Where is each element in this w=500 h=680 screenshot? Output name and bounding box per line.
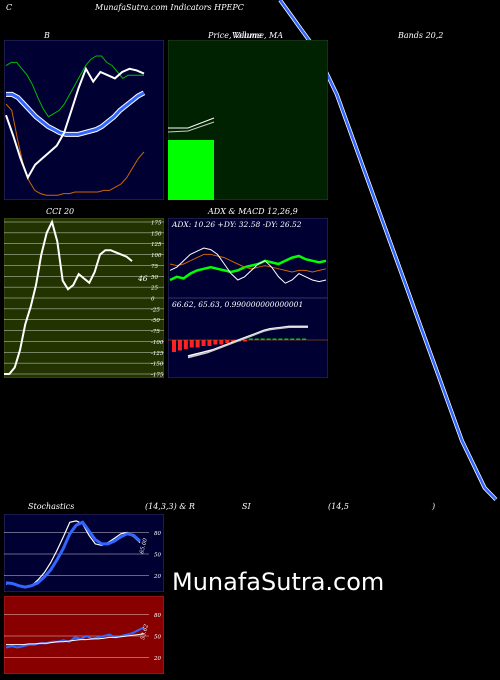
macd-histogram-bar <box>183 340 188 349</box>
adx-stats: ADX: 10.26 +DY: 32.58 -DY: 26.52 <box>171 220 302 229</box>
cci-tick-label: -150 <box>151 362 164 368</box>
rsi-rsi-line <box>5 626 145 649</box>
cci-tick-label: 0 <box>151 297 155 303</box>
price-volume-title: Price, Volume, MA <box>208 31 284 40</box>
page-title: MunafaSutra.com Indicators HPEPC <box>95 3 244 12</box>
price-volume-chart <box>168 40 328 200</box>
macd-histogram-bar <box>296 338 301 340</box>
macd-histogram-bar <box>172 340 176 352</box>
cci-title: CCI 20 <box>46 207 75 216</box>
bollinger-chart <box>4 40 164 200</box>
rsi-tick-label: 80 <box>154 613 161 619</box>
bollinger-middle-line <box>6 91 145 136</box>
rsi-params-close: ) <box>432 502 436 511</box>
cci-tick-label: 25 <box>150 286 158 292</box>
price-volume-overlap-text: Volume <box>232 31 262 40</box>
macd-histogram-bar <box>242 340 247 342</box>
stoch-tick-label: 50 <box>154 553 161 559</box>
adx-ADX-line <box>169 247 327 284</box>
macd-histogram-bar <box>266 338 271 340</box>
cci-last-value: 46 <box>137 274 148 283</box>
cci-tick-label: -75 <box>151 329 160 335</box>
rsi-params: (14,5 <box>328 502 349 511</box>
macd-histogram-bar <box>195 340 200 348</box>
adx-DI-line <box>169 253 327 273</box>
macd-histogram-bar <box>278 338 283 340</box>
rsi-chart: 80 50 20 53.62 <box>4 596 164 674</box>
macd-histogram-bar <box>260 338 265 340</box>
macd-histogram-bar <box>177 340 182 351</box>
bollinger-upper-line <box>5 55 144 118</box>
stoch-params: (14,3,3) & R <box>145 502 195 511</box>
ma-line-2 <box>168 121 215 133</box>
macd-histogram-bar <box>219 340 224 345</box>
cci-tick-label: -50 <box>151 318 160 324</box>
cci-tick-label: 50 <box>151 275 158 281</box>
macd-histogram-bar <box>254 338 259 340</box>
macd-histogram-bar <box>284 338 289 340</box>
stoch-tick-label: 80 <box>154 531 161 537</box>
cci-tick-label: 175 <box>151 221 162 227</box>
macd-histogram-bar <box>290 338 295 340</box>
cci-tick-label: 150 <box>151 231 162 237</box>
watermark: MunafaSutra.com <box>172 568 385 596</box>
macd-chart: 66.62, 65.63, 0.990000000000001 <box>168 298 328 378</box>
macd-histogram-bar <box>207 340 212 346</box>
macd-histogram-bar <box>272 338 277 340</box>
cci-tick-label: -100 <box>151 340 164 346</box>
rsi-title: SI <box>242 502 251 511</box>
macd-histogram-bar <box>302 338 307 340</box>
adx-title: ADX & MACD 12,26,9 <box>208 207 298 216</box>
macd-histogram-bar <box>248 338 253 340</box>
rsi-ma-line <box>6 633 145 646</box>
stoch-D-line <box>5 520 141 589</box>
stoch-tick-label: 20 <box>153 574 161 580</box>
cci-tick-label: 125 <box>151 242 162 248</box>
header-left-label: C <box>6 3 13 12</box>
stoch-last-value: 65.00 <box>139 537 149 554</box>
macd-signal-line <box>187 326 308 359</box>
cci-chart: 175 150 125 100 75 50 25 0 -25 -50 -75 -100 -125 -150… <box>4 218 164 378</box>
ma-line-1 <box>168 117 215 129</box>
bollinger-title-right: Bands 20,2 <box>398 31 444 40</box>
rsi-background <box>4 596 164 674</box>
stochastics-chart: 80 50 20 65.00 <box>4 514 164 592</box>
adx-chart: ADX: 10.26 +DY: 32.58 -DY: 26.52 <box>168 218 328 298</box>
cci-tick-label: 75 <box>151 264 158 270</box>
macd-histogram-bar <box>201 340 206 346</box>
macd-stats: 66.62, 65.63, 0.990000000000001 <box>172 300 303 309</box>
bollinger-price-line <box>5 66 145 180</box>
bollinger-title: B <box>44 31 50 40</box>
bollinger-lower-line <box>5 103 145 196</box>
macd-histogram-bar <box>189 340 194 348</box>
rsi-tick-label: 20 <box>153 656 161 662</box>
volume-bar <box>168 140 214 200</box>
stoch-title: Stochastics <box>28 502 75 511</box>
rsi-last-value: 53.62 <box>140 623 150 640</box>
cci-tick-label: -25 <box>151 307 160 313</box>
cci-tick-label: -125 <box>151 351 164 357</box>
adx-DI-line <box>169 254 327 282</box>
macd-histogram-bar <box>225 340 230 343</box>
macd-histogram-bar <box>213 340 218 345</box>
cci-tick-label: -175 <box>151 373 164 379</box>
cci-tick-label: 100 <box>151 253 162 259</box>
rsi-tick-label: 50 <box>154 635 161 641</box>
cci-line <box>4 219 133 375</box>
